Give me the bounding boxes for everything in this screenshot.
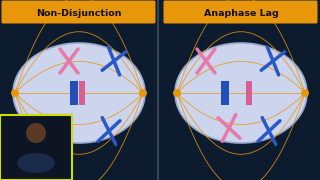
Circle shape bbox=[173, 89, 181, 97]
FancyBboxPatch shape bbox=[2, 1, 156, 24]
Circle shape bbox=[11, 89, 19, 97]
Circle shape bbox=[139, 89, 147, 97]
Bar bbox=[0, 115, 72, 180]
Circle shape bbox=[26, 123, 46, 143]
Text: Non-Disjunction: Non-Disjunction bbox=[36, 8, 122, 17]
Bar bbox=[246, 81, 252, 105]
Bar bbox=[69, 81, 77, 105]
Text: Anaphase Lag: Anaphase Lag bbox=[204, 8, 278, 17]
Ellipse shape bbox=[13, 43, 145, 143]
Ellipse shape bbox=[175, 43, 307, 143]
Circle shape bbox=[301, 89, 309, 97]
FancyBboxPatch shape bbox=[164, 1, 317, 24]
Bar bbox=[78, 81, 84, 105]
Bar bbox=[221, 81, 229, 105]
Ellipse shape bbox=[17, 153, 55, 173]
